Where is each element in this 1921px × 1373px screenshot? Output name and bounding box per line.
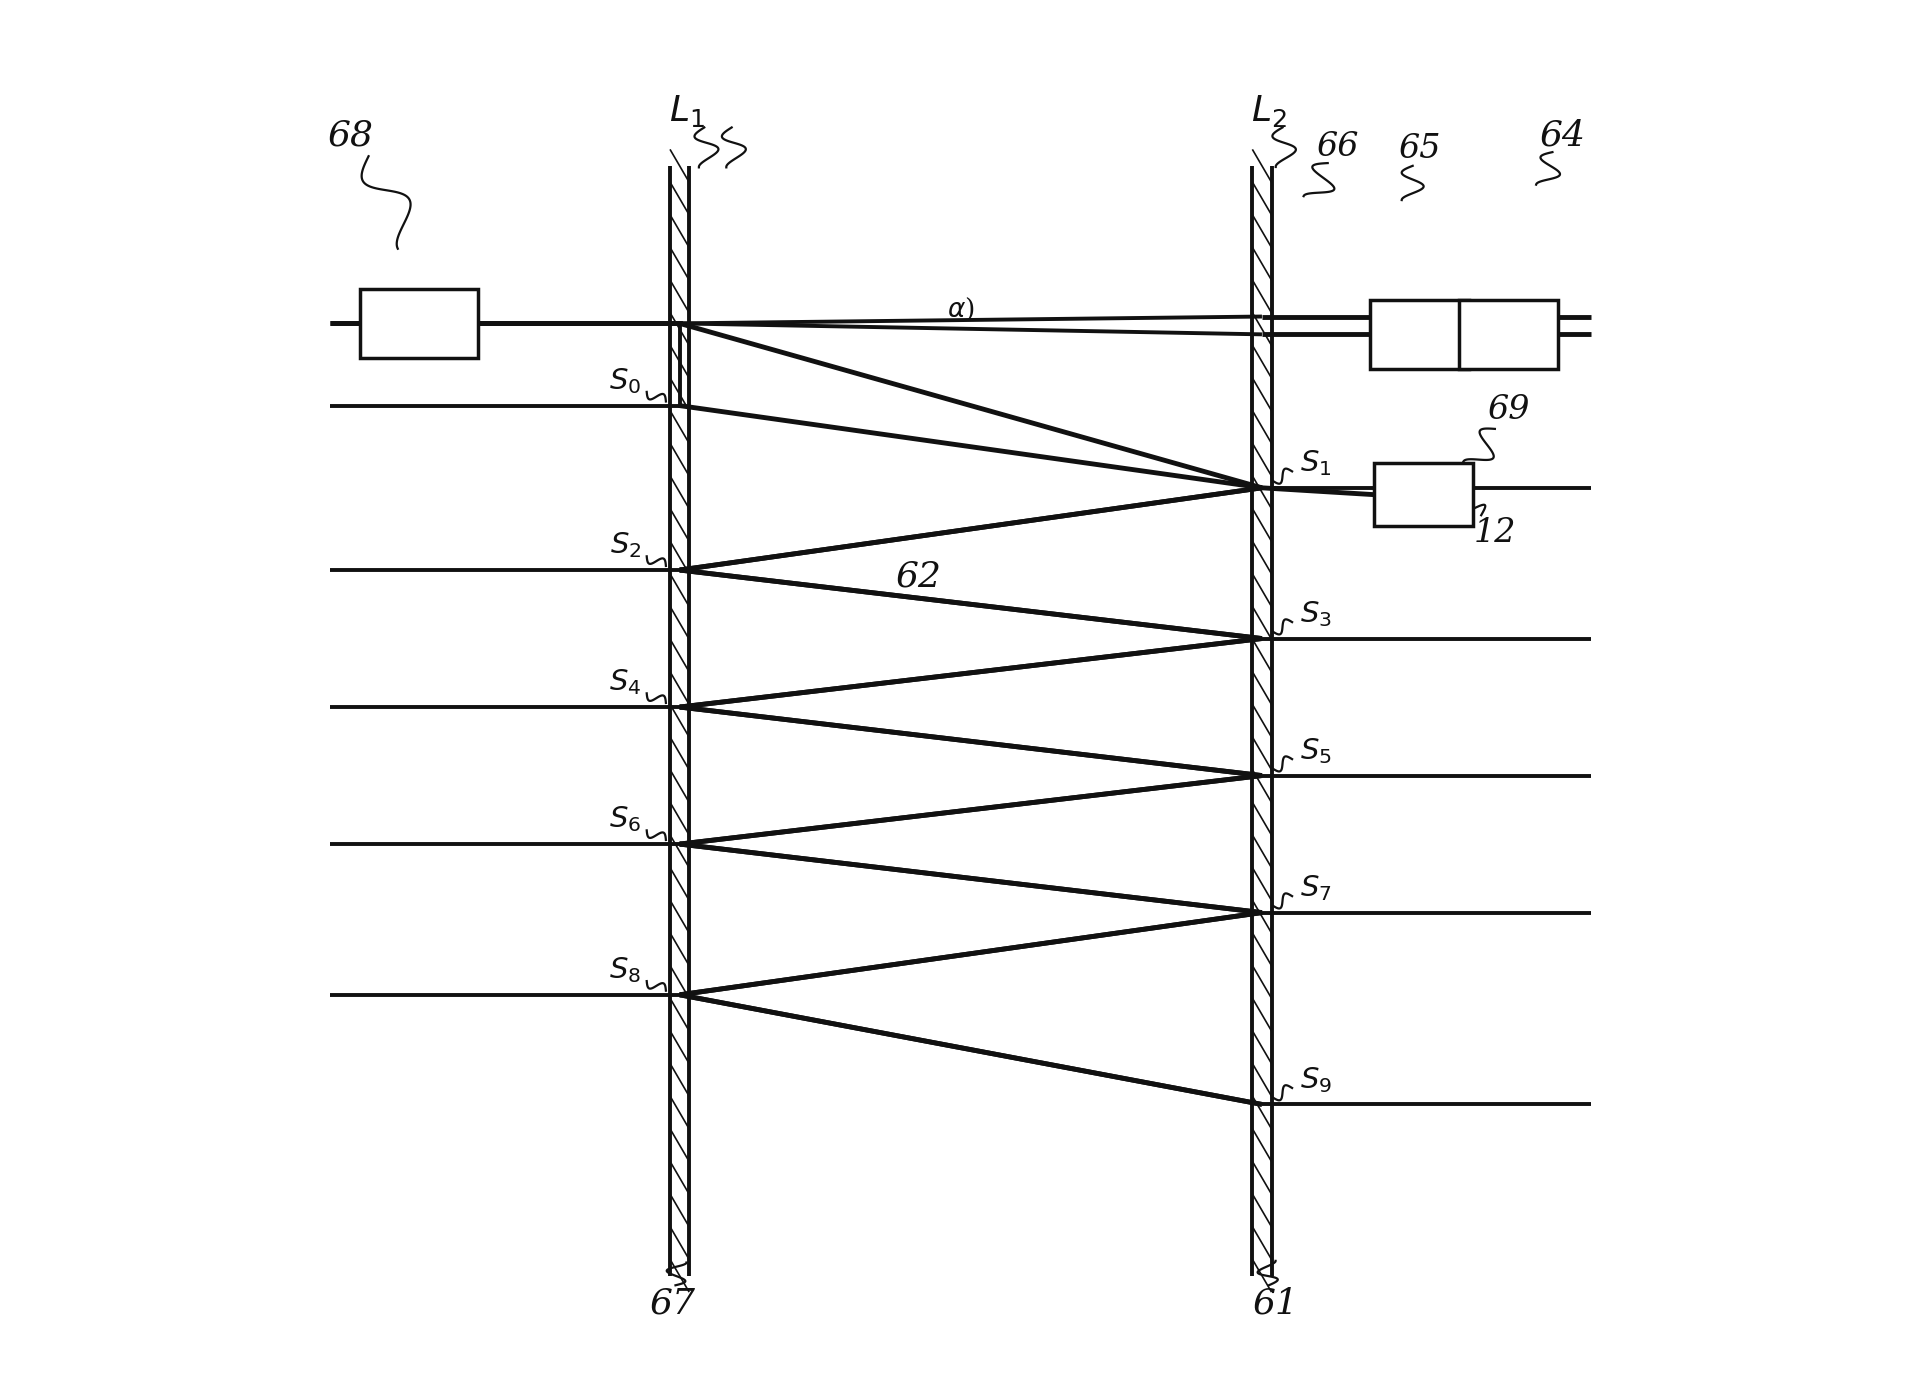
Text: 61: 61 [1252,1287,1299,1319]
Text: $S_7$: $S_7$ [1301,873,1331,903]
Text: 68: 68 [328,118,375,152]
Text: 66: 66 [1316,130,1358,162]
Text: $\alpha$): $\alpha$) [947,297,974,323]
Text: $L_2$: $L_2$ [1251,93,1287,129]
Bar [359,290,478,357]
Text: $S_8$: $S_8$ [609,956,642,984]
Text: 67: 67 [649,1287,695,1319]
Text: 64: 64 [1541,118,1587,152]
Text: $S_0$: $S_0$ [609,367,642,395]
Text: $S_5$: $S_5$ [1301,736,1331,766]
Text: $S_3$: $S_3$ [1301,599,1331,629]
Text: $S_9$: $S_9$ [1301,1065,1333,1094]
Text: $S_2$: $S_2$ [609,530,642,560]
Text: $L_1$: $L_1$ [669,93,705,129]
Text: $S_4$: $S_4$ [609,667,642,697]
Text: 62: 62 [897,560,943,595]
Bar [1370,301,1470,368]
Text: $S_6$: $S_6$ [609,805,642,835]
Text: 65: 65 [1398,133,1441,165]
Text: $S_1$: $S_1$ [1301,448,1331,478]
Text: 69: 69 [1487,394,1529,426]
Text: 12: 12 [1473,518,1516,549]
Bar [1374,463,1473,526]
Bar [1460,301,1558,368]
